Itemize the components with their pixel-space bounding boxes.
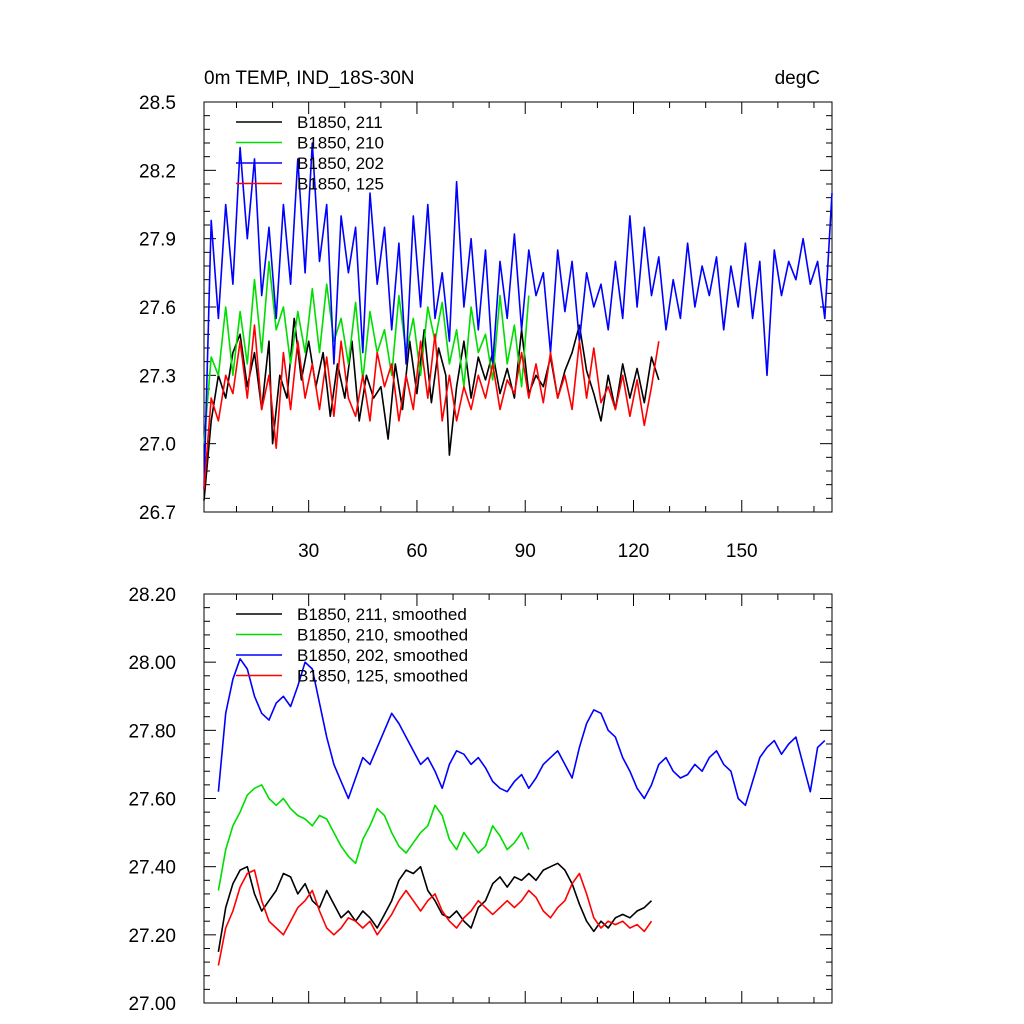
series-line-3 — [217, 869, 653, 966]
bottom-panel: 27.00 27.20 27.40 27.60 27.80 28.00 28.20 B1850… — [128, 585, 833, 1015]
legend-label-0: B1850, 211, smoothed — [297, 605, 467, 624]
legend-label-3: B1850, 125 — [297, 175, 384, 194]
x-tick-label: 120 — [618, 541, 650, 562]
y-tick-label: 27.9 — [139, 230, 176, 251]
y-tick-label: 27.40 — [128, 858, 176, 879]
series-line-1 — [217, 784, 530, 891]
y-tick-label: 27.3 — [139, 366, 176, 387]
y-tick-label: 28.20 — [128, 585, 176, 606]
legend-label-3: B1850, 125, smoothed — [297, 667, 468, 686]
top-units: degC — [775, 68, 820, 89]
series-line-1 — [203, 260, 530, 444]
series-line-0 — [217, 862, 653, 953]
x-tick-label: 60 — [406, 541, 427, 562]
legend-label-1: B1850, 210, smoothed — [297, 626, 468, 645]
x-tick-label: 30 — [298, 541, 319, 562]
legend-label-2: B1850, 202 — [297, 154, 384, 173]
top-panel: 26.7 27.0 27.3 27.6 27.9 28.2 28.5 30 60 90 120 150… — [139, 93, 833, 562]
x-tick-label: 90 — [515, 541, 536, 562]
y-tick-label: 27.20 — [128, 926, 176, 947]
series-line-3 — [203, 324, 660, 490]
legend-label-0: B1850, 211 — [297, 113, 383, 132]
y-tick-label: 26.7 — [139, 503, 176, 524]
legend-label-2: B1850, 202, smoothed — [297, 646, 468, 665]
x-tick-label: 150 — [726, 541, 758, 562]
y-tick-label: 27.0 — [139, 435, 176, 456]
y-tick-label: 28.00 — [128, 653, 176, 674]
series-line-2 — [217, 657, 826, 807]
y-tick-label: 28.5 — [139, 93, 176, 114]
y-tick-label: 27.00 — [128, 994, 176, 1015]
y-tick-label: 27.80 — [128, 721, 176, 742]
top-title: 0m TEMP, IND_18S-30N — [204, 68, 415, 89]
legend-label-1: B1850, 210 — [297, 134, 384, 153]
y-tick-label: 28.2 — [139, 161, 176, 182]
series-line-2 — [203, 142, 833, 490]
y-tick-label: 27.6 — [139, 298, 176, 319]
y-tick-label: 27.60 — [128, 790, 176, 811]
series-line-0 — [203, 317, 660, 501]
